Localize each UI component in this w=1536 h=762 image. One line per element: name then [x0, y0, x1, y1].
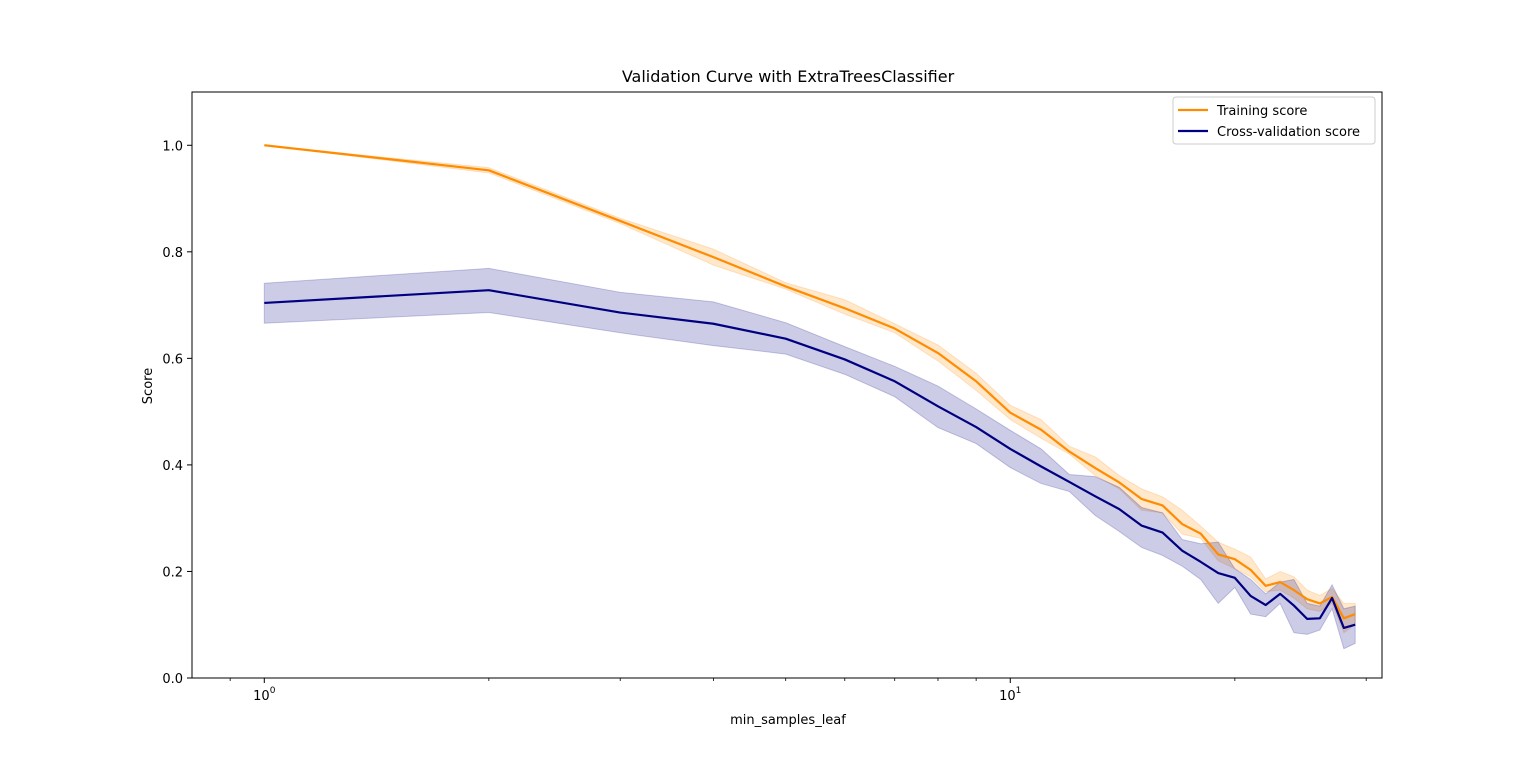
legend-box: [1172, 96, 1376, 145]
band-series-1: [263, 267, 1356, 650]
x-tick-base-0: 10: [253, 689, 270, 704]
x-tick-label-1: 101: [999, 686, 1021, 704]
plot-frame: [191, 91, 1383, 679]
points-series-1: [264, 290, 1356, 628]
chart-title: Validation Curve with ExtraTreesClassifi…: [622, 67, 955, 86]
x-axis-label: min_samples_leaf: [730, 713, 846, 728]
x-tick-base-1: 10: [999, 689, 1016, 704]
y-axis-label: Score: [141, 368, 156, 404]
legend-label-training: Training score: [1216, 104, 1307, 119]
y-tick-label-1: 0.2: [162, 565, 183, 580]
y-tick-label-0: 0.0: [162, 672, 183, 687]
y-tick-label-5: 1.0: [162, 139, 183, 154]
x-tick-exponent-0: 0: [270, 686, 276, 696]
legend: Training score Cross-validation score: [1172, 96, 1376, 145]
y-axis-ticks: 0.0 0.2 0.4 0.6 0.8 1.0: [162, 139, 192, 687]
y-tick-label-2: 0.4: [162, 459, 183, 474]
x-axis-ticks: 100 101: [229, 678, 1367, 704]
series-lines: [264, 144, 1356, 630]
y-tick-label-4: 0.8: [162, 246, 183, 261]
x-tick-exponent-1: 1: [1016, 686, 1022, 696]
x-tick-label-0: 100: [253, 686, 276, 704]
legend-label-cross-validation: Cross-validation score: [1217, 125, 1360, 140]
y-tick-label-3: 0.6: [162, 352, 183, 367]
